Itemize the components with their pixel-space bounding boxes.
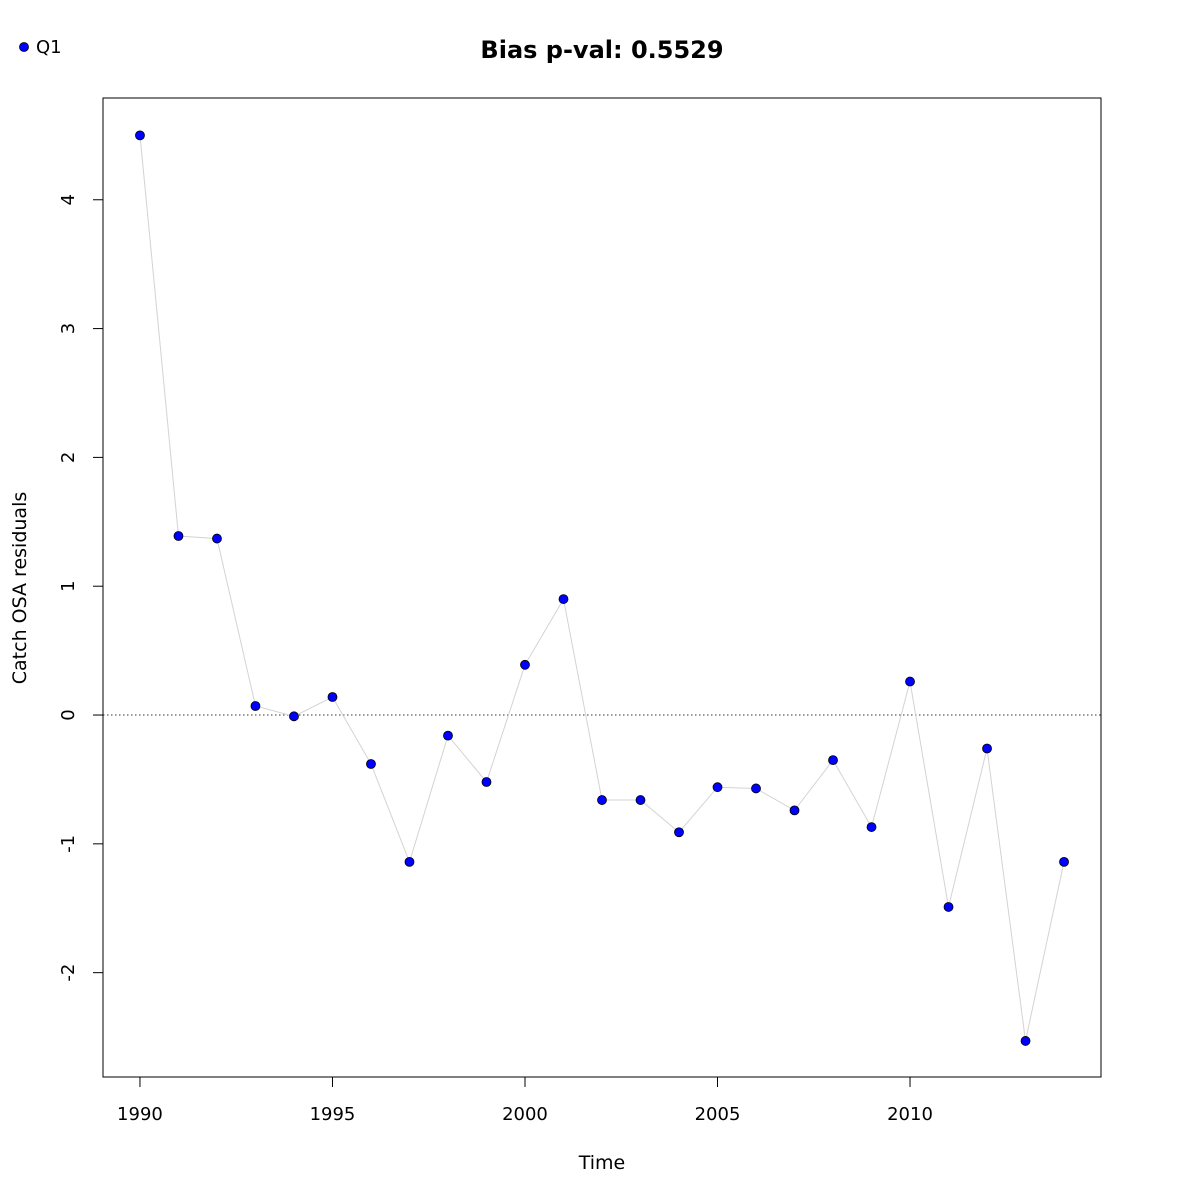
data-point-1996 bbox=[366, 759, 376, 769]
y-axis: -2 -1 0 1 2 3 4 bbox=[58, 194, 104, 982]
y-tick-label-1: 1 bbox=[58, 580, 79, 591]
data-point-2001 bbox=[558, 594, 569, 604]
series-line-0 bbox=[139, 135, 1065, 1042]
chart-title: Bias p-val: 0.5529 bbox=[480, 36, 723, 64]
y-tick-label-4: 4 bbox=[58, 194, 79, 205]
data-point-2000 bbox=[520, 659, 530, 670]
data-point-2006 bbox=[751, 783, 761, 794]
data-point-1993 bbox=[250, 701, 261, 711]
data-point-2013 bbox=[1020, 1036, 1031, 1046]
y-tick-label--2: -2 bbox=[58, 964, 79, 982]
y-tick-label-2: 2 bbox=[58, 452, 79, 463]
data-point-2003 bbox=[635, 795, 646, 805]
data-point-1999 bbox=[481, 777, 492, 787]
x-tick-label-1995: 1995 bbox=[310, 1104, 356, 1125]
data-point-1995 bbox=[327, 692, 338, 702]
plot-area-frame bbox=[102, 97, 1102, 1078]
legend: Q1 bbox=[19, 37, 62, 58]
data-point-1997 bbox=[404, 856, 415, 867]
data-point-2005 bbox=[712, 782, 723, 793]
data-point-2004 bbox=[674, 827, 684, 838]
y-axis-label: Catch OSA residuals bbox=[9, 492, 31, 684]
data-point-1992 bbox=[212, 533, 222, 544]
data-point-2011 bbox=[943, 902, 954, 912]
x-axis-label: Time bbox=[578, 1152, 626, 1174]
legend-label-q1: Q1 bbox=[36, 37, 62, 58]
x-tick-label-1990: 1990 bbox=[117, 1104, 163, 1125]
data-point-1998 bbox=[443, 730, 453, 741]
data-point-1994 bbox=[289, 711, 299, 722]
data-point-2009 bbox=[866, 822, 877, 832]
y-tick-label--1: -1 bbox=[58, 835, 79, 853]
data-point-2007 bbox=[789, 805, 800, 816]
y-tick-label-0: 0 bbox=[58, 709, 79, 720]
x-tick-label-2000: 2000 bbox=[502, 1104, 548, 1125]
data-point-2008 bbox=[828, 755, 838, 766]
data-point-1990 bbox=[135, 130, 145, 141]
y-tick-label-3: 3 bbox=[58, 323, 79, 334]
data-point-2012 bbox=[982, 743, 992, 754]
data-point-2014 bbox=[1059, 856, 1069, 867]
x-axis: 1990 1995 2000 2005 2010 bbox=[117, 1076, 933, 1125]
data-point-1991 bbox=[173, 531, 184, 541]
data-point-2010 bbox=[905, 676, 915, 687]
x-tick-label-2010: 2010 bbox=[887, 1104, 933, 1125]
data-point-2002 bbox=[597, 795, 607, 805]
legend-marker-q1 bbox=[19, 42, 29, 52]
plot-layer bbox=[103, 130, 1101, 1046]
x-tick-label-2005: 2005 bbox=[695, 1104, 741, 1125]
